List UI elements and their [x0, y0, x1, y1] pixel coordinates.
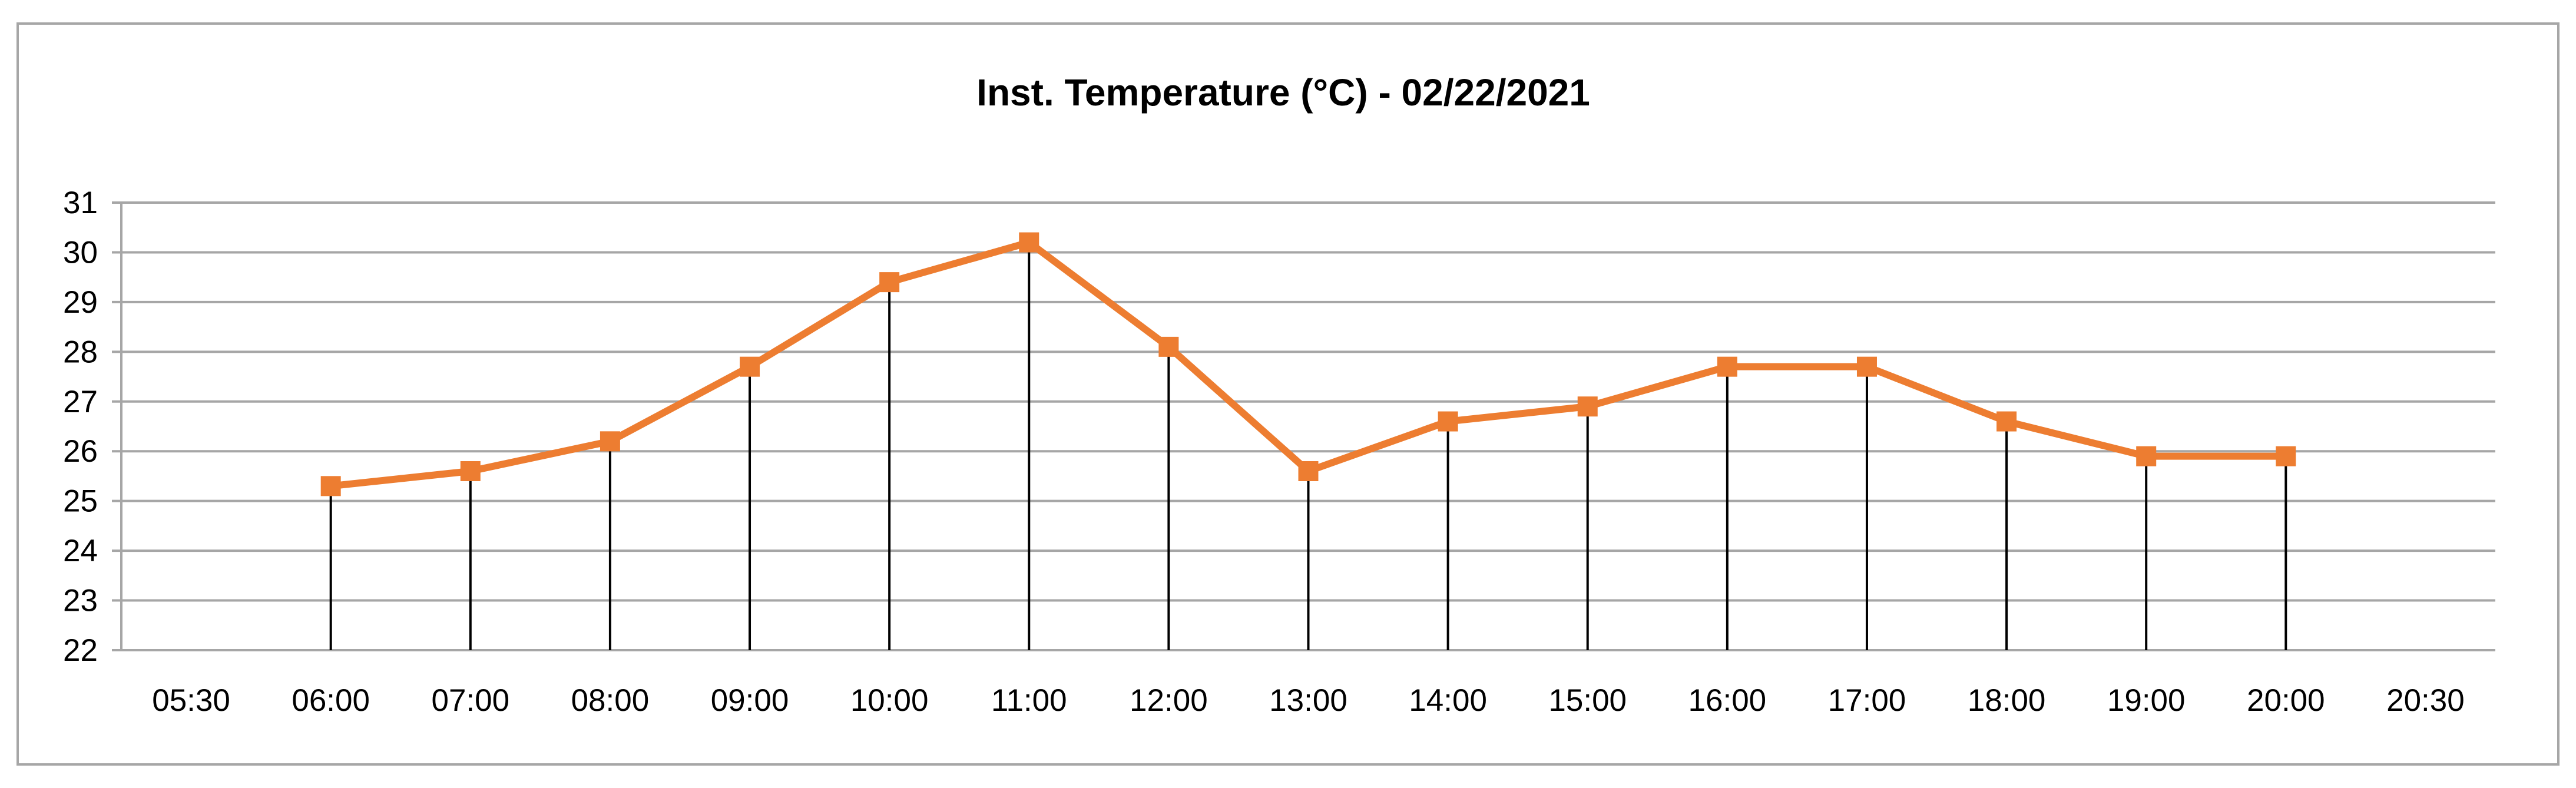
- y-tick-label: 27: [63, 385, 98, 419]
- y-tick-label: 30: [63, 235, 98, 270]
- y-tick-label: 26: [63, 434, 98, 469]
- y-tick-label: 25: [63, 484, 98, 519]
- series-line: [327, 239, 2290, 490]
- x-tick-label: 19:00: [2107, 683, 2186, 718]
- data-point-marker: [2136, 446, 2157, 466]
- data-point-marker: [1438, 411, 1458, 432]
- x-tick-label: 06:00: [292, 683, 370, 718]
- chart-svg: Inst. Temperature (°C) - 02/22/2021 22 23…: [63, 71, 2495, 718]
- x-tick-label: 15:00: [1548, 683, 1627, 718]
- x-tick-label: 10:00: [850, 683, 929, 718]
- data-point-marker: [1856, 356, 1877, 377]
- data-point-marker: [2276, 446, 2296, 466]
- y-tick-label: 28: [63, 335, 98, 369]
- y-tick-label: 24: [63, 534, 98, 568]
- x-tick-label: 11:00: [991, 683, 1067, 718]
- data-point-marker: [1996, 411, 2017, 432]
- x-tick-label: 05:30: [152, 683, 230, 718]
- data-point-marker: [600, 431, 620, 452]
- x-axis: 05:30 06:00 07:00 08:00 09:00 10:00 11:00 12:00…: [152, 683, 2465, 718]
- data-point-marker: [1158, 336, 1179, 357]
- x-tick-label: 13:00: [1269, 683, 1347, 718]
- data-point-marker: [1298, 461, 1319, 481]
- x-tick-label: 20:30: [2386, 683, 2465, 718]
- chart-title: Inst. Temperature (°C) - 02/22/2021: [976, 71, 1590, 114]
- data-point-marker: [320, 476, 341, 496]
- x-tick-label: 14:00: [1409, 683, 1487, 718]
- x-tick-label: 08:00: [571, 683, 650, 718]
- x-tick-label: 07:00: [431, 683, 509, 718]
- data-point-marker: [1577, 396, 1598, 417]
- data-point-marker: [740, 356, 760, 377]
- x-tick-label: 17:00: [1828, 683, 1906, 718]
- x-tick-label: 18:00: [1968, 683, 2046, 718]
- drop-lines: [329, 242, 2287, 650]
- x-tick-label: 12:00: [1130, 683, 1208, 718]
- y-tick-label: 29: [63, 285, 98, 320]
- data-point-marker: [1717, 356, 1737, 377]
- data-point-marker: [879, 272, 900, 293]
- series-line-layer: [327, 239, 2290, 490]
- x-tick-label: 16:00: [1688, 683, 1767, 718]
- y-tick-label: 23: [63, 584, 98, 618]
- marker-layer: [320, 232, 2296, 496]
- x-tick-label: 20:00: [2247, 683, 2325, 718]
- y-tick-label: 31: [63, 186, 98, 220]
- y-axis: 22 23 24 25 26 27 28 29 30 31: [63, 186, 122, 668]
- data-point-marker: [460, 461, 481, 481]
- data-point-marker: [1019, 232, 1039, 253]
- chart-frame: Inst. Temperature (°C) - 02/22/2021 22 23…: [16, 22, 2560, 766]
- gridlines: [112, 201, 2495, 651]
- x-tick-label: 09:00: [711, 683, 789, 718]
- y-tick-label: 22: [63, 633, 98, 668]
